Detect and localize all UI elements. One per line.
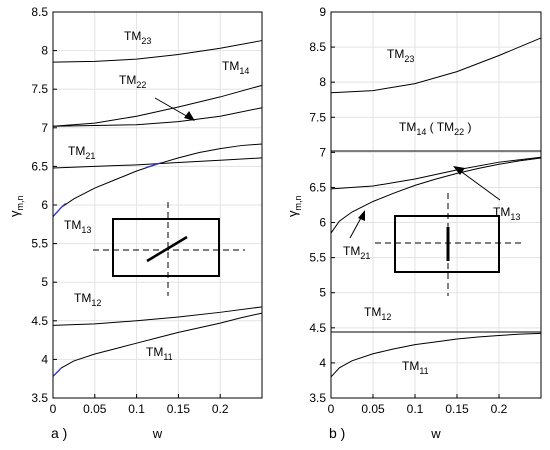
curve-label-tm13: TM13 [493, 205, 520, 222]
y-tick-label: 7 [41, 121, 48, 135]
y-tick-label: 5.5 [309, 251, 326, 265]
inset-strip [146, 235, 188, 263]
y-tick-label: 6.5 [31, 159, 48, 173]
curve-label-tm11: TM11 [402, 359, 429, 376]
curve-label-tm11: TM11 [146, 345, 173, 362]
series-line-tm14 [52, 84, 263, 127]
series-highlight [52, 203, 66, 217]
annotation-arrowhead [358, 210, 365, 221]
x-axis-label: w [152, 426, 163, 441]
y-tick-label: 4 [41, 352, 48, 366]
y-tick-label: 4.5 [309, 321, 326, 335]
y-tick-label: 7 [319, 145, 326, 159]
curve-label-tm22: TM22 [119, 73, 146, 90]
annotation-arrowhead [453, 166, 465, 175]
annotation-arrowhead [184, 111, 195, 121]
panel-a: 0 0.05 0.1 0.15 0.2 3.5 4 4.5 5 5.5 6 6.5 7 7.5 8 8.5 w γ… [7, 5, 263, 441]
y-tick-label: 8.5 [309, 40, 326, 54]
panel-label: a ) [51, 425, 67, 441]
y-tick-label: 6 [41, 198, 48, 212]
x-tick-label: 0.15 [167, 402, 191, 416]
curve-label-tm23: TM23 [387, 47, 414, 64]
axes-frame [330, 11, 542, 399]
curve-label-tm21: TM21 [68, 144, 95, 161]
series-line-tm11 [52, 312, 263, 377]
panel-b: 0 0.05 0.1 0.15 0.2 3.5 4 4.5 5 5.5 6 6.5 7 7.5 8 8.5 9 w… [285, 5, 542, 441]
y-tick-label: 7.5 [309, 110, 326, 124]
inset-rectangle [112, 218, 220, 277]
annotation-arrow [349, 215, 363, 239]
y-tick-label: 9 [319, 5, 326, 19]
series-line-tm12 [52, 306, 263, 326]
y-tick-label: 8.5 [31, 5, 48, 19]
curve-label-tm14-tm22: TM14 ( TM22 ) [399, 120, 471, 137]
curve-label-tm23: TM23 [124, 29, 151, 46]
series-highlight [52, 367, 62, 377]
series-line-tm23 [52, 40, 263, 63]
annotation-arrow [458, 169, 501, 201]
series-line-tm23 [330, 37, 542, 94]
curve-label-tm13: TM13 [64, 218, 91, 235]
series-line-tm13 [330, 156, 542, 190]
y-tick-label: 5 [319, 286, 326, 300]
y-tick-label: 4 [319, 356, 326, 370]
x-tick-label: 0.2 [491, 402, 508, 416]
curve-label-tm21: TM21 [343, 244, 370, 261]
series-line-tm21 [330, 157, 542, 234]
x-tick-label: 0 [328, 402, 335, 416]
y-tick-label: 5 [41, 275, 48, 289]
x-tick-label: 0.1 [407, 402, 424, 416]
x-axis-label: w [430, 426, 441, 441]
y-tick-label: 6 [319, 216, 326, 230]
y-axis-label: γm,n [7, 195, 25, 217]
y-tick-label: 5.5 [31, 237, 48, 251]
x-tick-label: 0.2 [212, 402, 229, 416]
y-tick-label: 8 [41, 44, 48, 58]
y-tick-label: 8 [319, 75, 326, 89]
y-tick-label: 7.5 [31, 82, 48, 96]
panel-label: b ) [329, 425, 345, 441]
y-tick-label: 3.5 [31, 391, 48, 405]
curve-label-tm14: TM14 [222, 59, 249, 76]
series-line-tm22 [52, 107, 263, 127]
annotation-arrow [154, 97, 191, 119]
series-line-tm11 [330, 332, 542, 378]
x-tick-label: 0.05 [83, 402, 107, 416]
inset-rectangle [394, 215, 500, 273]
y-tick-label: 3.5 [309, 391, 326, 405]
x-tick-label: 0 [50, 402, 57, 416]
curve-label-tm12: TM12 [364, 305, 391, 322]
curve-label-tm12: TM12 [74, 291, 101, 308]
x-tick-label: 0.1 [128, 402, 145, 416]
y-tick-label: 4.5 [31, 314, 48, 328]
x-tick-label: 0.05 [361, 402, 385, 416]
y-axis-label: γm,n [285, 195, 303, 217]
x-tick-label: 0.15 [445, 402, 469, 416]
y-tick-label: 6.5 [309, 180, 326, 194]
series-highlight [144, 161, 162, 169]
